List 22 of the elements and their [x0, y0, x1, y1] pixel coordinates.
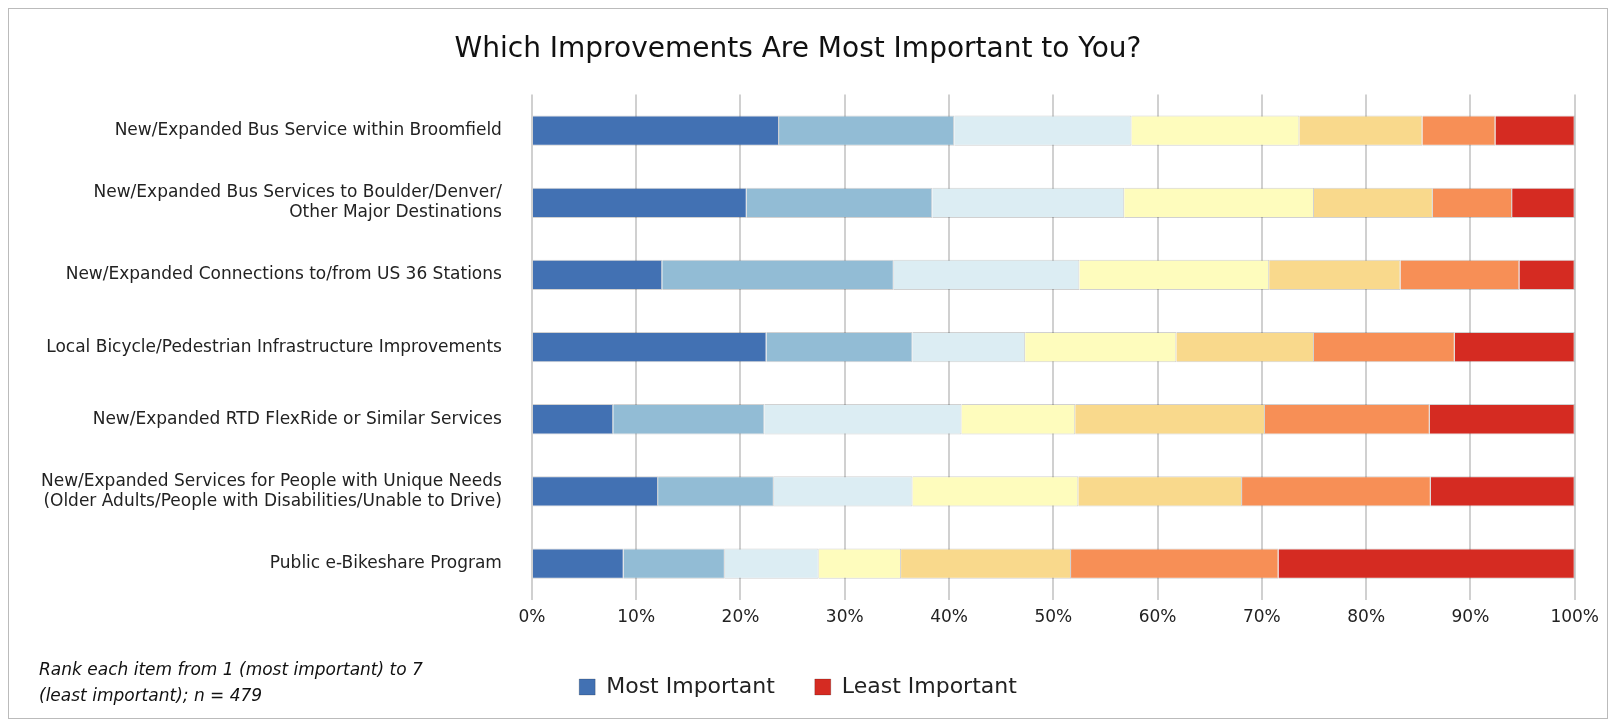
- x-tick-label: 100%: [1550, 606, 1599, 627]
- chart-title: Which Improvements Are Most Important to You?: [454, 31, 1142, 65]
- y-tick-label: New/Expanded RTD FlexRide or Similar Services: [92, 407, 503, 428]
- x-tick-label: 50%: [1034, 606, 1073, 627]
- y-tick-label: New/Expanded Services for People with Unique Needs (Older Adults/People with Disabilities/Unable to Drive): [40, 469, 503, 511]
- x-tick-label: 20%: [721, 606, 760, 627]
- y-tick-label: Local Bicycle/Pedestrian Infrastructure Improvements: [46, 335, 503, 356]
- x-tick-label: 30%: [825, 606, 864, 627]
- legend-label: Most Important: [606, 672, 776, 698]
- x-tick-label: 10%: [617, 606, 656, 627]
- x-tick-label: 90%: [1451, 606, 1490, 627]
- y-tick-label: New/Expanded Bus Service within Broomfield: [114, 119, 502, 140]
- x-tick-label: 70%: [1242, 606, 1281, 627]
- x-tick-label: 0%: [518, 606, 546, 627]
- x-tick-label: 60%: [1138, 606, 1177, 627]
- x-tick-label: 40%: [930, 606, 968, 627]
- y-tick-label: Public e-Bikeshare Program: [269, 551, 502, 572]
- legend-label: Least Important: [841, 672, 1018, 698]
- y-tick-label: New/Expanded Bus Services to Boulder/Denver/ Other Major Destinations: [93, 181, 503, 222]
- text: Rank each item from 1 (most important) to 7 (least important); n = 479: [39, 658, 424, 707]
- y-tick-label: New/Expanded Connections to/from US 36 Stations: [65, 263, 503, 284]
- x-tick-label: 80%: [1347, 606, 1386, 627]
